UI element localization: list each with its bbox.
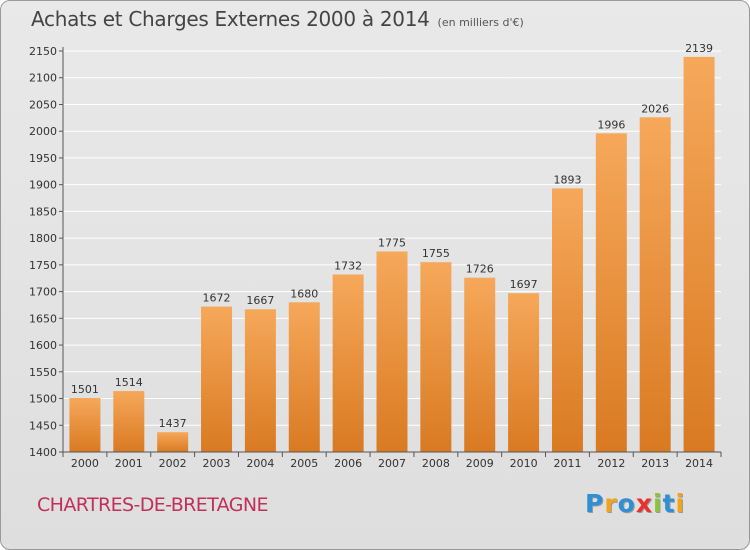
- bar-2013: [639, 117, 671, 452]
- y-tick-label-1800: 1800: [29, 232, 57, 245]
- data-label-2002: 1437: [159, 417, 187, 430]
- y-tick-label-1550: 1550: [29, 366, 57, 379]
- y-tick-label-2050: 2050: [29, 98, 57, 111]
- x-tick-label-2006: 2006: [334, 457, 362, 470]
- data-label-2014: 2139: [685, 42, 713, 55]
- data-label-2000: 1501: [71, 383, 99, 396]
- y-tick-label-1400: 1400: [29, 446, 57, 459]
- logo-letter-5: t: [662, 489, 676, 518]
- x-tick-label-2002: 2002: [159, 457, 187, 470]
- bar-2006: [332, 274, 364, 452]
- y-tick-label-1600: 1600: [29, 339, 57, 352]
- x-tick-label-2001: 2001: [115, 457, 143, 470]
- y-tick-label-1450: 1450: [29, 419, 57, 432]
- logo-letter-1: r: [604, 489, 618, 518]
- y-tick-label-1900: 1900: [29, 179, 57, 192]
- y-tick-label-1750: 1750: [29, 259, 57, 272]
- chart-subtitle: (en milliers d'€): [437, 16, 524, 29]
- x-tick-label-2000: 2000: [71, 457, 99, 470]
- data-label-2004: 1667: [246, 294, 274, 307]
- y-tick-label-1500: 1500: [29, 393, 57, 406]
- data-label-2003: 1672: [203, 292, 231, 305]
- x-tick-label-2003: 2003: [203, 457, 231, 470]
- x-tick-label-2005: 2005: [290, 457, 318, 470]
- data-label-2008: 1755: [422, 247, 450, 260]
- bar-2011: [551, 188, 583, 452]
- chart-title: Achats et Charges Externes 2000 à 2014 (e…: [31, 7, 524, 31]
- bar-2004: [244, 309, 276, 452]
- logo-letter-0: P: [585, 489, 605, 518]
- y-tick-label-1700: 1700: [29, 286, 57, 299]
- y-tick-label-2150: 2150: [29, 45, 57, 58]
- bar-2001: [113, 391, 145, 452]
- x-tick-label-2009: 2009: [466, 457, 494, 470]
- data-label-2009: 1726: [466, 263, 494, 276]
- bar-2000: [69, 397, 101, 452]
- y-tick-label-1650: 1650: [29, 312, 57, 325]
- data-label-2012: 1996: [597, 118, 625, 131]
- bar-2003: [201, 306, 233, 452]
- x-tick-label-2012: 2012: [597, 457, 625, 470]
- proxiti-logo: Proxiti: [585, 489, 705, 523]
- bar-2002: [157, 432, 189, 452]
- x-tick-label-2007: 2007: [378, 457, 406, 470]
- y-tick-label-2100: 2100: [29, 72, 57, 85]
- data-label-2005: 1680: [290, 287, 318, 300]
- data-label-2007: 1775: [378, 237, 406, 250]
- bar-2014: [683, 56, 715, 452]
- x-tick-label-2013: 2013: [641, 457, 669, 470]
- logo-letter-2: o: [617, 489, 636, 518]
- x-tick-label-2004: 2004: [246, 457, 274, 470]
- bar-2010: [508, 293, 540, 452]
- data-label-2006: 1732: [334, 259, 362, 272]
- x-tick-label-2008: 2008: [422, 457, 450, 470]
- bar-2008: [420, 262, 452, 452]
- x-tick-label-2014: 2014: [685, 457, 713, 470]
- chart-title-text: Achats et Charges Externes 2000 à 2014: [31, 7, 430, 31]
- x-tick-label-2011: 2011: [553, 457, 581, 470]
- logo-letter-6: i: [675, 489, 686, 518]
- data-label-2011: 1893: [553, 173, 581, 186]
- logo-letter-4: i: [653, 489, 663, 518]
- logo-letter-3: x: [635, 489, 653, 518]
- data-label-2010: 1697: [510, 278, 538, 291]
- commune-name: CHARTRES-DE-BRETAGNE: [37, 494, 268, 516]
- y-tick-label-2000: 2000: [29, 125, 57, 138]
- bar-2012: [595, 133, 627, 452]
- bar-2009: [464, 277, 496, 452]
- y-tick-label-1850: 1850: [29, 205, 57, 218]
- bar-2007: [376, 251, 408, 452]
- x-tick-label-2010: 2010: [510, 457, 538, 470]
- data-label-2013: 2026: [641, 102, 669, 115]
- y-tick-label-1950: 1950: [29, 152, 57, 165]
- bar-2005: [288, 302, 320, 452]
- data-label-2001: 1514: [115, 376, 143, 389]
